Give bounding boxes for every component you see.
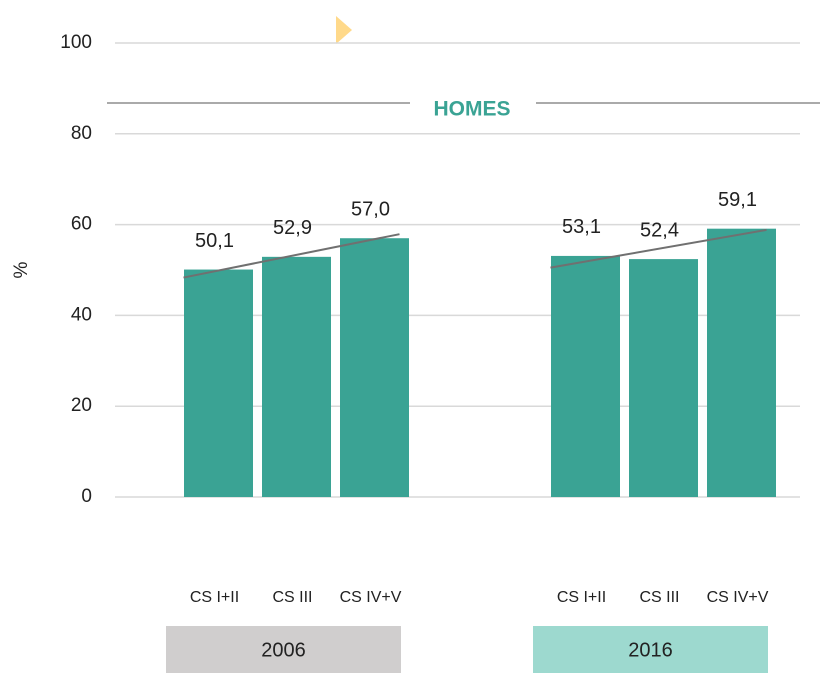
y-tick-label: 60	[71, 214, 92, 235]
decoration-arrow	[336, 16, 352, 44]
value-label: 57,0	[351, 199, 390, 221]
group-label: 2016	[628, 639, 673, 661]
bar	[707, 228, 776, 497]
x-tick-label: CS IV+V	[340, 589, 402, 606]
group-box	[166, 626, 401, 673]
x-tick-label: CS I+II	[190, 589, 239, 606]
trendline	[183, 233, 400, 279]
y-tick-label: 20	[71, 395, 92, 416]
trendline	[550, 228, 767, 269]
bar	[551, 255, 620, 497]
group-box	[533, 626, 768, 673]
bar	[340, 238, 409, 497]
value-label: 52,4	[640, 219, 679, 241]
x-tick-label: CS IV+V	[707, 589, 769, 606]
x-tick-label: CS III	[272, 589, 312, 606]
bar	[262, 256, 331, 497]
y-tick-label: 80	[71, 123, 92, 144]
y-tick-label: 0	[81, 486, 92, 507]
title-background	[410, 88, 536, 118]
bar	[184, 269, 253, 497]
value-label: 53,1	[562, 216, 601, 238]
x-tick-label: CS III	[639, 589, 679, 606]
value-label: 59,1	[718, 189, 757, 211]
value-label: 52,9	[273, 217, 312, 239]
bar	[629, 259, 698, 497]
value-label: 50,1	[195, 230, 234, 252]
group-label: 2006	[261, 639, 306, 661]
y-tick-label: 40	[71, 304, 92, 325]
y-axis-label: %	[11, 261, 32, 278]
x-tick-label: CS I+II	[557, 589, 606, 606]
y-tick-label: 100	[60, 32, 92, 53]
chart-title: HOMES	[433, 98, 510, 121]
